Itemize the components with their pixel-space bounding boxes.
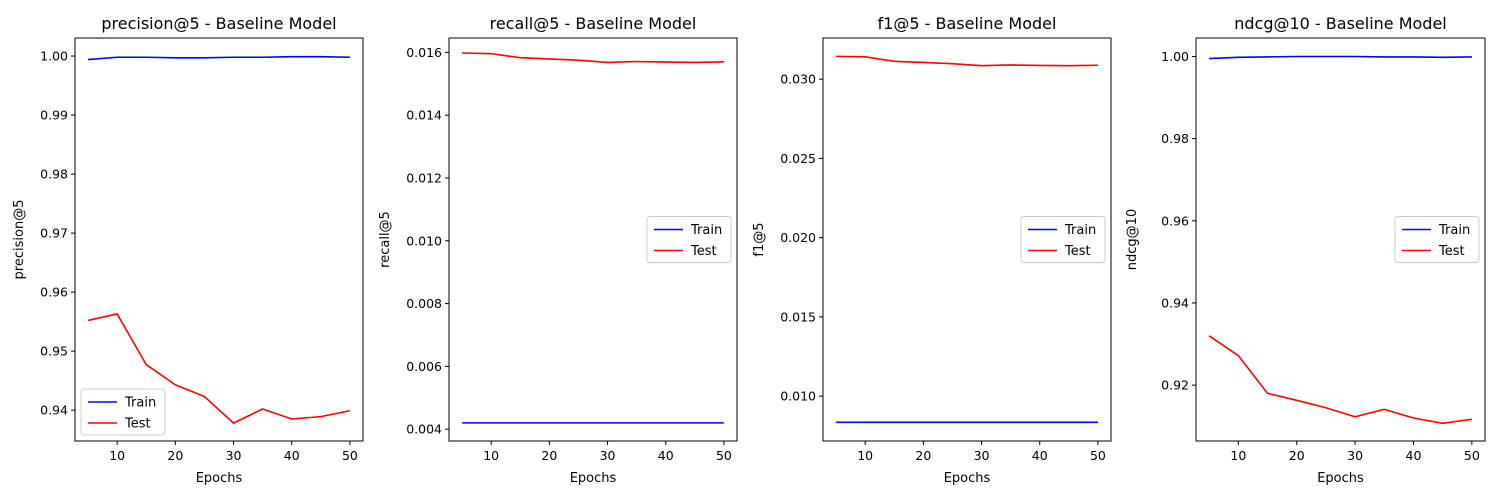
x-tick-label: 30 (600, 448, 616, 463)
chart-title: ndcg@10 - Baseline Model (1234, 14, 1447, 33)
y-tick-label: 0.96 (40, 285, 68, 300)
y-tick-label: 1.00 (1161, 49, 1189, 64)
y-axis-label: precision@5 (12, 200, 27, 280)
x-tick-label: 50 (342, 448, 358, 463)
legend: Train Test (80, 388, 166, 436)
y-tick-label: 0.98 (1161, 131, 1189, 146)
y-tick-label: 0.004 (406, 422, 442, 437)
chart-title: f1@5 - Baseline Model (878, 14, 1057, 33)
legend-label-train: Train (1438, 223, 1470, 238)
x-tick-label: 50 (1090, 448, 1106, 463)
y-tick-label: 0.92 (1161, 378, 1189, 393)
x-tick-label: 30 (1347, 448, 1363, 463)
axes-frame (822, 37, 1112, 442)
legend-label-test: Test (1438, 244, 1465, 259)
y-axis-label: ndcg@10 (1125, 209, 1140, 270)
y-tick-label: 0.010 (406, 233, 442, 248)
x-axis-label: Epochs (944, 471, 991, 486)
x-tick-label: 40 (284, 448, 300, 463)
subplot-4: 10 20 30 40 50 0.92 0.94 0.96 0.98 1.00 ndcg@10 - … (1125, 14, 1486, 486)
series-line-test (1208, 335, 1472, 425)
x-tick-label: 30 (974, 448, 990, 463)
y-axis-label: f1@5 (752, 222, 767, 256)
legend-label-test: Test (690, 244, 717, 259)
y-tick-label: 0.98 (40, 167, 68, 182)
y-tick-label: 0.016 (406, 45, 442, 60)
y-tick-label: 0.010 (780, 389, 816, 404)
subplot-2: 10 20 30 40 50 0.004 0.006 0.008 0.010 0.012 0.014… (378, 14, 738, 486)
x-tick-label: 50 (1464, 448, 1480, 463)
series-line-test (836, 55, 1098, 67)
y-tick-label: 0.97 (40, 226, 68, 241)
x-tick-label: 40 (1032, 448, 1048, 463)
legend-label-train: Train (124, 396, 156, 411)
axes-frame (1195, 37, 1486, 442)
x-tick-label: 30 (226, 448, 242, 463)
series-line-train (1209, 55, 1472, 60)
x-tick-label: 10 (109, 448, 125, 463)
x-tick-label: 10 (483, 448, 499, 463)
series-line-test (462, 52, 724, 64)
x-axis-label: Epochs (1317, 471, 1364, 486)
y-axis-label: recall@5 (378, 211, 393, 268)
x-tick-label: 20 (915, 448, 931, 463)
legend-label-train: Train (690, 223, 722, 238)
y-tick-label: 0.95 (40, 344, 68, 359)
legend-label-test: Test (1064, 244, 1091, 259)
y-tick-label: 0.008 (406, 296, 442, 311)
subplot-1: 10 20 30 40 50 0.94 0.95 0.96 0.97 0.98 0.99 1.00 pr… (12, 14, 364, 486)
x-tick-label: 20 (1289, 448, 1305, 463)
y-tick-label: 0.014 (406, 108, 442, 123)
legend: Train Test (646, 216, 732, 263)
x-tick-label: 10 (857, 448, 873, 463)
legend: Train Test (1020, 216, 1106, 263)
chart-title: precision@5 - Baseline Model (101, 14, 336, 33)
axes-frame (74, 37, 364, 442)
y-tick-label: 0.006 (406, 359, 442, 374)
y-tick-label: 0.015 (780, 309, 816, 324)
y-tick-label: 0.94 (40, 403, 68, 418)
y-tick-label: 0.96 (1161, 213, 1189, 228)
series-line-train (88, 55, 350, 61)
y-tick-label: 0.025 (780, 151, 816, 166)
legend-label-test: Test (124, 417, 151, 432)
subplot-3: 10 20 30 40 50 0.010 0.015 0.020 0.025 0.030 f1@5 … (752, 14, 1112, 486)
x-tick-label: 10 (1230, 448, 1246, 463)
x-tick-label: 20 (167, 448, 183, 463)
legend: Train Test (1394, 216, 1480, 263)
x-tick-label: 40 (1406, 448, 1422, 463)
x-tick-label: 40 (658, 448, 674, 463)
legend-label-train: Train (1064, 223, 1096, 238)
x-axis-label: Epochs (570, 471, 617, 486)
y-tick-label: 0.030 (780, 72, 816, 87)
y-tick-label: 0.94 (1161, 295, 1189, 310)
chart-title: recall@5 - Baseline Model (490, 14, 697, 33)
y-tick-label: 0.99 (40, 108, 68, 123)
x-tick-label: 20 (541, 448, 557, 463)
axes-frame (448, 37, 738, 442)
series-line-test (87, 313, 351, 425)
y-tick-label: 1.00 (40, 49, 68, 64)
x-tick-label: 50 (716, 448, 732, 463)
y-tick-label: 0.012 (406, 170, 442, 185)
y-tick-label: 0.020 (780, 230, 816, 245)
x-axis-label: Epochs (196, 471, 243, 486)
